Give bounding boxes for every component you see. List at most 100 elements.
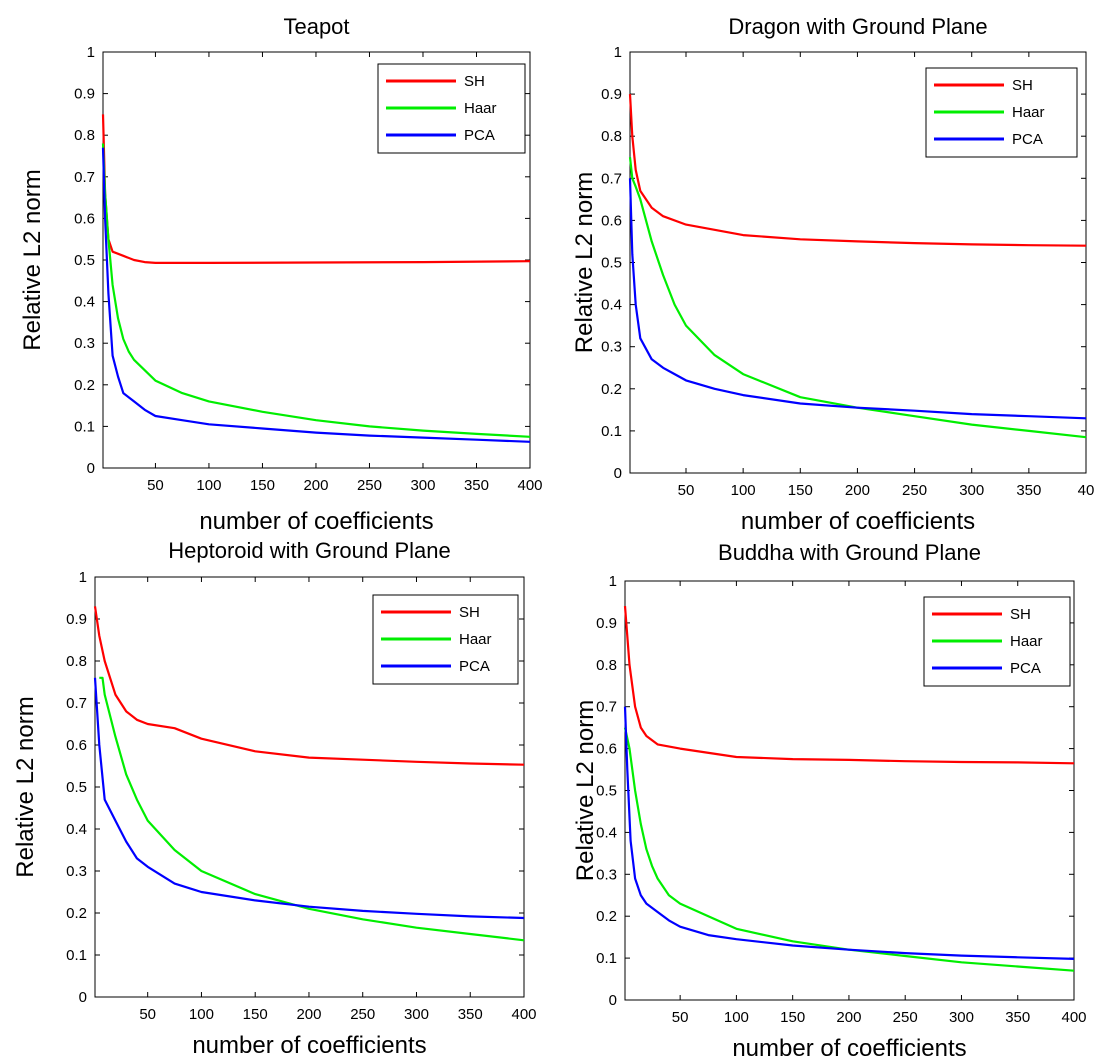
x-tick-label: 300 [949, 1009, 974, 1026]
legend: SH Haar PCA [923, 596, 1071, 687]
x-tick-label: 150 [243, 1006, 268, 1023]
series-line-pca [101, 147, 531, 443]
x-tick-label: 250 [902, 482, 927, 499]
chart-panel-3: Heptoroid with Ground Plane number of coe… [12, 538, 537, 1059]
y-tick-label: 0 [87, 460, 95, 477]
x-axis-label: number of coefficients [199, 508, 433, 535]
x-tick-label: 150 [250, 477, 275, 494]
legend-label-haar: Haar [1012, 104, 1045, 121]
x-tick-label: 50 [147, 477, 164, 494]
chart-panel-4: Buddha with Ground Plane number of coeffi… [572, 540, 1087, 1061]
series-line-haar [623, 727, 1075, 972]
legend-label-haar: Haar [464, 100, 497, 117]
y-tick-label: 0.6 [66, 737, 87, 754]
y-tick-label: 0.3 [596, 866, 617, 883]
x-tick-label: 400 [511, 1006, 536, 1023]
x-tick-label: 300 [959, 482, 984, 499]
series-line-haar [99, 676, 525, 942]
y-tick-label: 0.1 [596, 950, 617, 967]
legend: SH Haar PCA [925, 67, 1078, 158]
y-tick-label: 0 [79, 989, 87, 1006]
series-line-sh [93, 606, 525, 766]
y-tick-label: 0.1 [66, 947, 87, 964]
y-tick-label: 1 [614, 44, 622, 61]
legend-label-sh: SH [1012, 77, 1033, 94]
legend-label-sh: SH [1010, 606, 1031, 623]
x-tick-label: 150 [780, 1009, 805, 1026]
y-tick-label: 0.6 [596, 741, 617, 758]
y-tick-label: 0.6 [601, 212, 622, 229]
y-tick-label: 0.5 [596, 783, 617, 800]
x-axis-label: number of coefficients [741, 508, 975, 535]
y-tick-label: 0.1 [601, 423, 622, 440]
x-tick-label: 200 [303, 477, 328, 494]
chart-title: Buddha with Ground Plane [718, 540, 981, 565]
legend-label-pca: PCA [1012, 131, 1043, 148]
x-tick-label: 100 [189, 1006, 214, 1023]
y-tick-label: 0.4 [74, 294, 95, 311]
x-tick-label: 350 [1016, 482, 1041, 499]
series-line-pca [623, 706, 1075, 960]
x-tick-label: 100 [731, 482, 756, 499]
series-line-sh [628, 94, 1087, 247]
y-tick-label: 0.4 [601, 297, 622, 314]
x-tick-label: 400 [517, 477, 542, 494]
x-tick-label: 300 [410, 477, 435, 494]
y-tick-label: 0.9 [601, 86, 622, 103]
y-tick-label: 0 [614, 465, 622, 482]
y-axis-label: Relative L2 norm [12, 696, 39, 877]
y-tick-label: 0.4 [596, 824, 617, 841]
y-tick-label: 0.4 [66, 821, 87, 838]
series-line-sh [623, 606, 1075, 765]
series-line-pca [628, 178, 1087, 420]
x-tick-label: 50 [672, 1009, 689, 1026]
chart-panel-1: Teapot number of coefficients Relative L2 … [19, 14, 543, 535]
y-tick-label: 0.9 [66, 611, 87, 628]
legend-label-haar: Haar [459, 631, 492, 648]
y-tick-label: 0.5 [601, 255, 622, 272]
series-line-haar [628, 157, 1087, 439]
x-tick-label: 350 [458, 1006, 483, 1023]
legend: SH Haar PCA [377, 63, 526, 154]
legend-label-sh: SH [464, 73, 485, 90]
x-tick-label: 250 [350, 1006, 375, 1023]
y-tick-label: 0.5 [74, 252, 95, 269]
x-tick-label: 250 [893, 1009, 918, 1026]
y-tick-label: 0.6 [74, 210, 95, 227]
y-tick-label: 0.3 [66, 863, 87, 880]
y-tick-label: 1 [79, 569, 87, 586]
y-tick-label: 0.7 [596, 699, 617, 716]
x-tick-label: 200 [836, 1009, 861, 1026]
legend-label-sh: SH [459, 604, 480, 621]
x-tick-label: 100 [724, 1009, 749, 1026]
x-tick-label: 200 [296, 1006, 321, 1023]
y-tick-label: 0.8 [601, 128, 622, 145]
legend: SH Haar PCA [372, 594, 519, 685]
y-axis-label: Relative L2 norm [571, 172, 598, 353]
chart-panel-2: Dragon with Ground Plane number of coeffi… [571, 14, 1094, 535]
series-line-pca [93, 677, 525, 920]
y-tick-label: 0.3 [74, 335, 95, 352]
x-tick-label: 300 [404, 1006, 429, 1023]
chart-title: Heptoroid with Ground Plane [168, 538, 451, 563]
y-tick-label: 0.2 [596, 908, 617, 925]
y-tick-label: 0.9 [596, 615, 617, 632]
y-tick-label: 0.8 [66, 653, 87, 670]
x-tick-label: 250 [357, 477, 382, 494]
y-axis-label: Relative L2 norm [572, 700, 599, 881]
y-tick-label: 0.8 [596, 657, 617, 674]
x-tick-label: 50 [678, 482, 695, 499]
y-tick-label: 0.7 [74, 169, 95, 186]
y-axis-label: Relative L2 norm [19, 169, 46, 350]
x-tick-label: 350 [464, 477, 489, 494]
legend-label-pca: PCA [464, 127, 495, 144]
x-tick-label: 400 [1061, 1009, 1086, 1026]
y-tick-label: 0 [609, 992, 617, 1009]
legend-label-haar: Haar [1010, 633, 1043, 650]
chart-title: Teapot [283, 14, 349, 39]
y-tick-label: 1 [609, 573, 617, 590]
x-axis-label: number of coefficients [732, 1035, 966, 1061]
legend-label-pca: PCA [1010, 660, 1041, 677]
y-tick-label: 0.8 [74, 127, 95, 144]
